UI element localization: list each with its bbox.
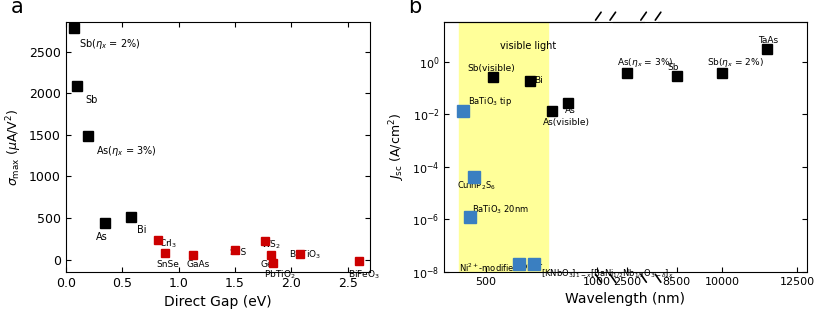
Y-axis label: $J_{\rm sc}\ ({\rm A/cm}^2)$: $J_{\rm sc}\ ({\rm A/cm}^2)$ bbox=[387, 113, 407, 181]
Text: Sb($\eta_x$ = 2%): Sb($\eta_x$ = 2%) bbox=[79, 36, 141, 51]
Text: Bi: Bi bbox=[137, 225, 146, 236]
Bar bbox=[459, 22, 547, 272]
Text: BaTiO$_3$: BaTiO$_3$ bbox=[289, 248, 322, 260]
Text: PbTiO$_2$: PbTiO$_2$ bbox=[264, 269, 296, 281]
Text: CrI$_3$: CrI$_3$ bbox=[160, 237, 178, 250]
Text: GeS: GeS bbox=[261, 260, 279, 269]
Text: As($\eta_x$ = 3%): As($\eta_x$ = 3%) bbox=[616, 56, 673, 68]
Text: BaTiO$_3$ 20nm: BaTiO$_3$ 20nm bbox=[472, 203, 529, 216]
Text: As: As bbox=[96, 232, 108, 242]
Text: [KNbO$_3$]$_{1-x}$[BaNi$_{1/2}$Nb$_{1/2}$O$_{3-\delta}$]$_x$: [KNbO$_3$]$_{1-x}$[BaNi$_{1/2}$Nb$_{1/2}… bbox=[541, 268, 674, 280]
Text: b: b bbox=[408, 0, 421, 17]
Text: CuInP$_2$S$_6$: CuInP$_2$S$_6$ bbox=[457, 180, 495, 192]
Text: BiFeO$_3$: BiFeO$_3$ bbox=[348, 269, 380, 281]
Text: As: As bbox=[565, 107, 575, 116]
Text: TaAs: TaAs bbox=[758, 36, 779, 45]
X-axis label: Wavelength (nm): Wavelength (nm) bbox=[565, 292, 686, 307]
Text: GaAs: GaAs bbox=[187, 260, 210, 269]
Text: As($\eta_x$ = 3%): As($\eta_x$ = 3%) bbox=[96, 144, 157, 158]
Text: SnS: SnS bbox=[230, 248, 247, 257]
Text: Sb: Sb bbox=[85, 95, 97, 105]
Text: Bi: Bi bbox=[534, 76, 543, 85]
Text: SnSe: SnSe bbox=[156, 260, 179, 269]
Text: BaTiO$_3$ tip: BaTiO$_3$ tip bbox=[467, 95, 512, 108]
Text: Sb: Sb bbox=[667, 63, 679, 72]
Text: visible light: visible light bbox=[500, 41, 556, 52]
Text: WS$_2$: WS$_2$ bbox=[261, 239, 281, 252]
X-axis label: Direct Gap (eV): Direct Gap (eV) bbox=[165, 295, 272, 309]
Text: As(visible): As(visible) bbox=[543, 118, 590, 127]
Text: a: a bbox=[11, 0, 24, 17]
Text: Sb($\eta_x$ = 2%): Sb($\eta_x$ = 2%) bbox=[707, 56, 764, 68]
Text: Sb(visible): Sb(visible) bbox=[467, 64, 515, 73]
Y-axis label: $\sigma_{\rm max}\ (\mu{\rm A/V}^2)$: $\sigma_{\rm max}\ (\mu{\rm A/V}^2)$ bbox=[4, 108, 24, 186]
Text: Ni$^{2+}$-modified PLZT: Ni$^{2+}$-modified PLZT bbox=[459, 261, 543, 274]
